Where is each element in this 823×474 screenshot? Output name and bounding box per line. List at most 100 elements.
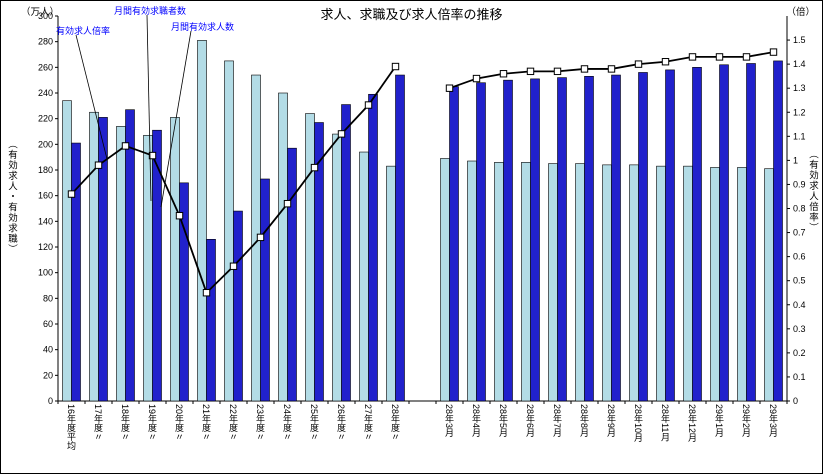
ratio-marker [769,48,778,56]
bar-openings [233,210,243,402]
right-axis-tick-label: 0.1 [793,372,806,382]
bar-seekers [656,165,666,402]
ratio-marker [526,67,535,76]
x-axis-label: 23年度〃 [255,404,265,442]
right-axis-tick-label: 0.3 [793,324,806,334]
bar-seekers [386,165,396,402]
ratio-marker [472,74,481,83]
bar-seekers [116,126,126,402]
left-axis-tick-label: 260 [38,62,53,72]
x-axis-label: 28年4月 [471,404,481,438]
bar-seekers [170,117,180,402]
x-axis-label: 22年度〃 [228,404,238,442]
x-axis-label: 28年3月 [444,404,454,438]
bar-seekers [521,162,531,402]
ratio-marker [634,60,643,68]
ratio-marker [256,233,265,242]
x-axis-label: 24年度〃 [282,404,292,442]
annotation-leader-line [160,30,192,208]
x-axis-label: 20年度〃 [174,404,184,442]
left-axis-unit: （万人） [21,7,60,18]
annotation-ratio-label: 有効求人倍率 [56,26,111,36]
x-axis-label: 28年11月 [660,404,670,442]
right-axis-tick-label: 0.4 [793,300,806,310]
x-axis-label: 28年7月 [552,404,562,438]
chart-title: 求人、求職及び求人倍率の推移 [320,7,503,22]
left-axis-tick-label: 140 [38,216,53,226]
left-axis-tick-label: 120 [38,242,53,252]
right-axis-tick-label: 1.3 [793,83,806,93]
right-axis-tick-label: 0.5 [793,276,806,286]
bar-seekers [224,60,234,402]
bar-openings [341,104,351,402]
ratio-marker [391,62,400,71]
bar-openings [503,79,513,402]
left-axis-tick-label: 60 [43,319,53,329]
ratio-marker [121,142,130,150]
bar-openings [665,69,675,402]
left-axis-tick-label: 100 [38,268,53,278]
left-axis-tick-label: 0 [48,396,53,406]
x-axis-label: 28年5月 [498,404,508,438]
bar-seekers [197,40,207,402]
left-axis-title: （有効求人・有効求職） [6,139,17,255]
ratio-marker [715,53,724,61]
right-axis-tick-label: 1.4 [793,59,806,69]
left-axis-tick-label: 200 [38,139,53,149]
right-axis-tick-label: 0.2 [793,348,806,358]
bar-seekers [278,92,288,402]
bar-openings [449,86,459,402]
right-axis-tick-label: 1 [793,155,798,165]
right-axis-tick-label: 1.5 [793,35,806,45]
bar-seekers [737,167,747,402]
ratio-marker [283,199,292,208]
ratio-marker [742,53,751,61]
bar-seekers [494,162,504,402]
x-axis-label: 29年3月 [768,404,778,438]
bar-seekers [467,160,477,402]
bar-openings [314,122,324,402]
x-axis-label: 28年12月 [687,404,697,443]
ratio-marker [607,65,616,73]
bar-openings [260,178,270,402]
bar-openings [179,182,189,402]
bar-openings [71,142,81,402]
x-axis-label: 28年度〃 [390,404,400,442]
bar-seekers [575,163,585,402]
left-axis-tick-label: 220 [38,114,53,124]
bar-seekers [764,168,774,402]
bar-seekers [602,164,612,402]
x-axis-label: 19年度〃 [147,404,157,442]
ratio-marker [310,163,319,172]
x-axis-label: 21年度〃 [201,404,211,442]
bar-openings [719,64,729,402]
right-axis-title: （有効求人倍率） [807,149,818,233]
right-axis-tick-label: 0.7 [793,228,806,238]
bar-openings [638,72,648,402]
left-axis-tick-label: 240 [38,88,53,98]
left-axis-tick-label: 300 [38,11,53,21]
x-axis-label: 16年度平均 [66,404,76,451]
ratio-marker [229,262,238,270]
x-axis-label: 27年度〃 [363,404,373,442]
ratio-marker [688,53,697,61]
bar-seekers [332,133,342,402]
bar-seekers [62,100,72,402]
x-axis-label: 17年度〃 [93,404,103,442]
bar-openings [746,63,756,402]
bar-openings [584,76,594,402]
x-axis-label: 18年度〃 [120,404,130,442]
bar-openings [287,147,297,402]
bar-openings [395,74,405,402]
ratio-marker [337,130,346,138]
left-axis-tick-label: 80 [43,293,53,303]
bar-seekers [548,163,558,402]
bar-seekers [629,164,639,402]
annotation-leader-line [146,14,152,202]
bar-openings [206,239,216,402]
left-axis-tick-label: 40 [43,345,53,355]
bar-openings [692,67,702,402]
ratio-marker [202,289,211,297]
